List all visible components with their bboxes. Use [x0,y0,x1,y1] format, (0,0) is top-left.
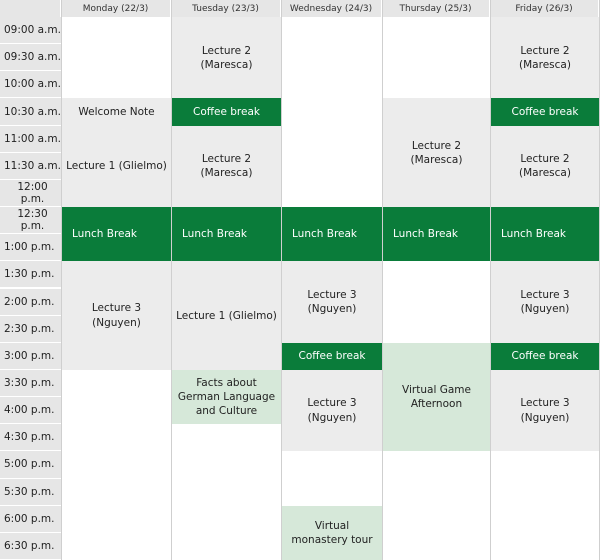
activity-block[interactable]: Virtual Game Afternoon [383,342,490,452]
time-label: 6:30 p.m. [0,532,61,560]
coffee-break-block[interactable]: Coffee break [282,342,382,370]
lunch-break-block[interactable]: Lunch Break [383,207,490,262]
lecture-block[interactable]: Lecture 3 (Nguyen) [62,261,171,370]
lecture-block[interactable]: Lecture 3 (Nguyen) [491,369,599,452]
day-header: Monday (22/3) [61,0,171,17]
coffee-break-block[interactable]: Coffee break [491,98,599,126]
time-label: 09:00 a.m. [0,17,61,45]
time-label: 09:30 a.m. [0,44,61,72]
lunch-break-block[interactable]: Lunch Break [172,207,281,262]
time-label: 1:30 p.m. [0,261,61,289]
lecture-block[interactable]: Lecture 2 (Maresca) [383,98,490,208]
grid-vline [61,0,62,560]
day-header: Wednesday (24/3) [281,0,382,17]
time-label: 11:00 a.m. [0,125,61,153]
time-label: 4:00 p.m. [0,397,61,425]
coffee-break-block[interactable]: Coffee break [172,98,281,126]
lunch-break-block[interactable]: Lunch Break [491,207,599,262]
lecture-block[interactable]: Lecture 2 (Maresca) [172,17,281,99]
lecture-block[interactable]: Lecture 3 (Nguyen) [282,369,382,452]
time-label: 5:00 p.m. [0,451,61,479]
time-label: 6:00 p.m. [0,505,61,533]
time-label: 12:30 p.m. [0,207,61,235]
time-label: 3:30 p.m. [0,369,61,398]
lecture-block[interactable]: Lecture 2 (Maresca) [491,17,599,99]
lecture-block[interactable]: Lecture 3 (Nguyen) [282,261,382,343]
day-header: Tuesday (23/3) [171,0,281,17]
lecture-block[interactable]: Lecture 2 (Maresca) [491,125,599,208]
lecture-block[interactable]: Welcome Note [62,98,171,126]
grid-vline [382,0,383,560]
time-label: 1:00 p.m. [0,234,61,262]
grid-vline [281,0,282,560]
time-label: 11:30 a.m. [0,152,61,180]
day-header: Thursday (25/3) [382,0,490,17]
activity-block[interactable]: Virtual monastery tour [282,505,382,560]
lecture-block[interactable]: Lecture 2 (Maresca) [172,125,281,208]
coffee-break-block[interactable]: Coffee break [491,342,599,370]
lecture-block[interactable]: Lecture 3 (Nguyen) [491,261,599,343]
lecture-block[interactable]: Lecture 1 (Glielmo) [172,261,281,370]
grid-vline [490,0,491,560]
header-corner [0,0,61,17]
time-label: 2:00 p.m. [0,288,61,316]
time-label: 12:00 p.m. [0,179,61,208]
lunch-break-block[interactable]: Lunch Break [62,207,171,262]
time-label: 10:30 a.m. [0,98,61,126]
time-label: 4:30 p.m. [0,424,61,452]
grid-vline [171,0,172,560]
activity-block[interactable]: Facts about German Language and Culture [172,369,281,425]
lecture-block[interactable]: Lecture 1 (Glielmo) [62,125,171,208]
time-label: 10:00 a.m. [0,71,61,99]
time-label: 5:30 p.m. [0,478,61,506]
lunch-break-block[interactable]: Lunch Break [282,207,382,262]
time-label: 2:30 p.m. [0,315,61,343]
day-header: Friday (26/3) [490,0,599,17]
time-label: 3:00 p.m. [0,342,61,370]
